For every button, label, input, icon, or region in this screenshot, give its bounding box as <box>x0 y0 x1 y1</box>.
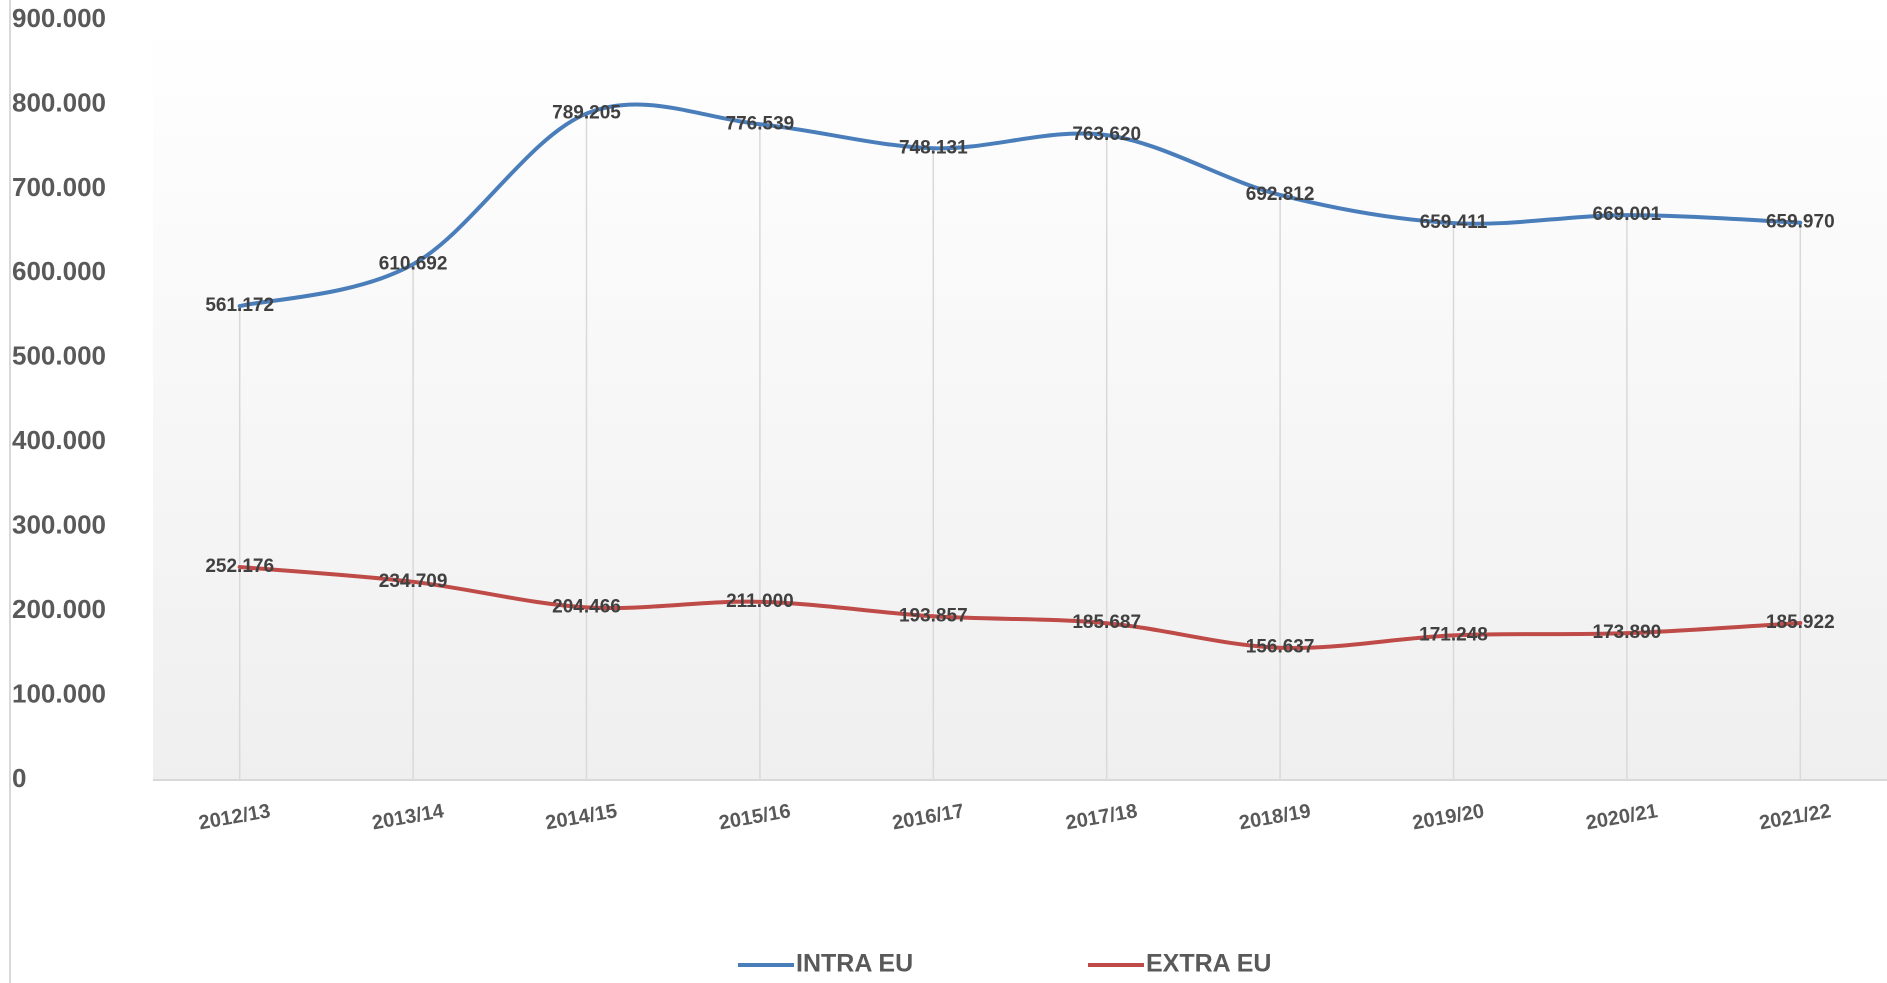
data-label: 659.970 <box>1766 212 1835 233</box>
y-tick-label: 200.000 <box>12 594 106 624</box>
data-label: 234.709 <box>379 571 448 592</box>
data-label: 692.812 <box>1246 184 1315 205</box>
legend-label: INTRA EU <box>796 950 913 978</box>
legend-label: EXTRA EU <box>1146 950 1271 978</box>
data-label: 156.637 <box>1246 637 1315 658</box>
x-tick-label: 2014/15 <box>544 800 619 834</box>
data-label: 669.001 <box>1593 204 1662 225</box>
x-tick-label: 2020/21 <box>1584 800 1659 834</box>
x-tick-label: 2018/19 <box>1237 800 1312 834</box>
data-label: 171.248 <box>1419 624 1488 645</box>
y-tick-label: 0 <box>12 763 26 793</box>
data-label: 610.692 <box>379 253 448 274</box>
x-tick-label: 2019/20 <box>1411 800 1486 834</box>
data-label: 173.890 <box>1593 622 1662 643</box>
data-label: 789.205 <box>552 103 621 124</box>
data-label: 776.539 <box>726 113 795 134</box>
series-line <box>237 565 1803 650</box>
series-line <box>237 102 1803 309</box>
data-label: 185.922 <box>1766 612 1835 633</box>
x-tick-label: 2012/13 <box>197 800 272 834</box>
data-label: 252.176 <box>205 556 274 577</box>
y-tick-label: 300.000 <box>12 510 106 540</box>
y-tick-label: 500.000 <box>12 341 106 371</box>
x-tick-label: 2015/16 <box>717 800 792 834</box>
data-label: 659.411 <box>1420 212 1488 233</box>
plot-background <box>153 20 1887 780</box>
x-tick-label: 2016/17 <box>891 800 966 834</box>
data-label: 185.687 <box>1072 612 1141 633</box>
x-tick-label: 2021/22 <box>1758 800 1833 834</box>
x-tick-label: 2013/14 <box>370 800 446 834</box>
y-tick-label: 400.000 <box>12 425 106 455</box>
data-label: 193.857 <box>899 605 968 626</box>
y-tick-label: 100.000 <box>12 678 106 708</box>
y-tick-label: 700.000 <box>12 172 106 202</box>
data-label: 204.466 <box>552 596 621 617</box>
y-tick-label: 900.000 <box>12 3 106 33</box>
data-label: 763.620 <box>1072 124 1141 145</box>
data-label: 211.000 <box>726 591 794 612</box>
data-label: 561.172 <box>205 295 274 316</box>
x-tick-label: 2017/18 <box>1064 800 1139 834</box>
y-tick-label: 600.000 <box>12 256 106 286</box>
data-label: 748.131 <box>899 137 968 158</box>
y-tick-label: 800.000 <box>12 87 106 117</box>
